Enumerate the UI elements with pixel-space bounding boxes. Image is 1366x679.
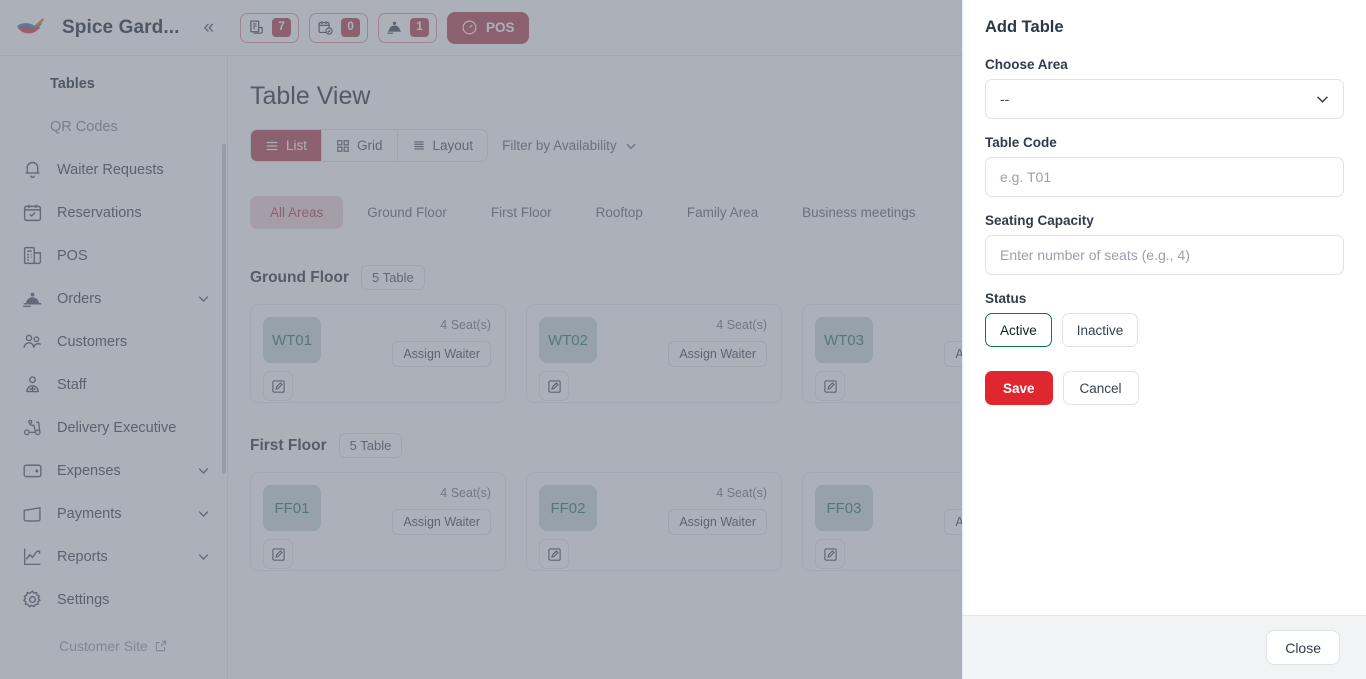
status-toggle-group: Active Inactive — [985, 313, 1344, 347]
save-button[interactable]: Save — [985, 371, 1053, 405]
choose-area-label: Choose Area — [985, 57, 1068, 72]
status-label: Status — [985, 291, 1027, 306]
close-button[interactable]: Close — [1266, 630, 1340, 665]
drawer-body: Add Table Choose Area -- Table Code Seat… — [963, 0, 1366, 615]
seating-capacity-label: Seating Capacity — [985, 213, 1094, 228]
choose-area-select[interactable]: -- — [985, 79, 1344, 119]
cancel-button[interactable]: Cancel — [1062, 371, 1139, 405]
drawer-title: Add Table — [985, 18, 1064, 36]
field-choose-area: Choose Area -- — [985, 57, 1344, 119]
choose-area-select-wrap: -- — [985, 79, 1344, 119]
modal-scrim-overlay[interactable] — [0, 0, 962, 679]
drawer-footer: Close — [963, 615, 1366, 679]
table-code-label: Table Code — [985, 135, 1057, 150]
status-option-active[interactable]: Active — [985, 313, 1052, 347]
seating-capacity-input[interactable] — [985, 235, 1344, 275]
status-option-inactive[interactable]: Inactive — [1061, 313, 1139, 347]
field-status: Status Active Inactive — [985, 291, 1344, 347]
drawer-actions: Save Cancel — [985, 371, 1344, 405]
field-table-code: Table Code — [985, 135, 1344, 197]
table-code-input[interactable] — [985, 157, 1344, 197]
add-table-drawer: Add Table Choose Area -- Table Code Seat… — [962, 0, 1366, 679]
field-seating-capacity: Seating Capacity — [985, 213, 1344, 275]
